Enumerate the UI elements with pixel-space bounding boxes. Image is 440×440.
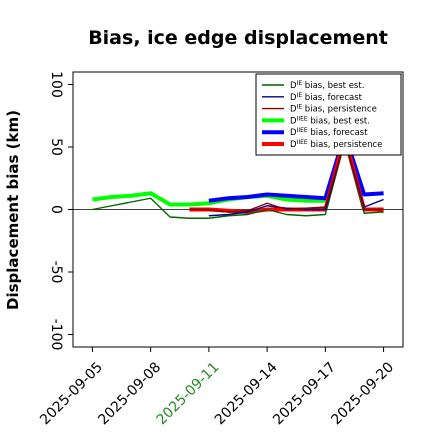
legend-entry: DIIEE bias, persistence (290, 139, 382, 150)
legend-entry: DIE bias, persistence (290, 104, 377, 115)
series-line-3 (189, 140, 384, 213)
legend: DIE bias, best est.DIE bias, forecastDIE… (255, 73, 402, 156)
legend-entry: DIE bias, best est. (290, 80, 364, 91)
series-line-4 (92, 191, 326, 207)
legend-entry: DIE bias, forecast (290, 92, 363, 103)
y-tick-label: -50 (48, 261, 64, 284)
y-tick-label: -100 (48, 319, 64, 351)
legend-box (255, 73, 402, 156)
y-ticks: -100 -50 0 50 100 (48, 71, 73, 350)
chart-title: Bias, ice edge displacement (88, 27, 388, 49)
legend-entry: DIIEE bias, best est. (290, 115, 370, 126)
y-tick-label: 0 (48, 205, 64, 214)
x-ticks: 2025-09-052025-09-082025-09-112025-09-14… (37, 347, 397, 428)
series-layer (92, 132, 384, 219)
legend-entry: DIIEE bias, forecast (290, 127, 368, 138)
series-line-5 (208, 132, 384, 203)
y-tick-label: 100 (48, 71, 64, 98)
y-axis-label: Displacement bias (km) (4, 110, 22, 310)
x-tick-label: 2025-09-20 (328, 359, 397, 428)
y-tick-label: 50 (48, 138, 64, 156)
